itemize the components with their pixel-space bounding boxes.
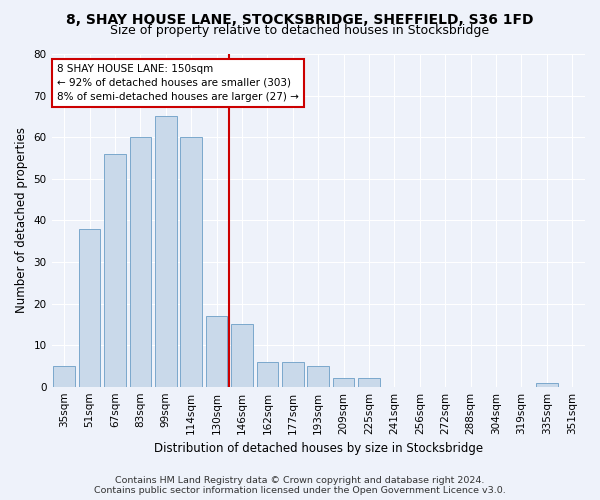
Bar xyxy=(307,366,329,386)
Bar xyxy=(333,378,355,386)
Bar xyxy=(231,324,253,386)
Bar xyxy=(181,137,202,386)
Bar xyxy=(104,154,126,386)
Y-axis label: Number of detached properties: Number of detached properties xyxy=(15,128,28,314)
Bar xyxy=(155,116,176,386)
Text: 8, SHAY HOUSE LANE, STOCKSBRIDGE, SHEFFIELD, S36 1FD: 8, SHAY HOUSE LANE, STOCKSBRIDGE, SHEFFI… xyxy=(66,12,534,26)
Bar xyxy=(53,366,75,386)
X-axis label: Distribution of detached houses by size in Stocksbridge: Distribution of detached houses by size … xyxy=(154,442,483,455)
Text: Contains public sector information licensed under the Open Government Licence v3: Contains public sector information licen… xyxy=(94,486,506,495)
Bar xyxy=(79,228,100,386)
Text: 8 SHAY HOUSE LANE: 150sqm
← 92% of detached houses are smaller (303)
8% of semi-: 8 SHAY HOUSE LANE: 150sqm ← 92% of detac… xyxy=(57,64,299,102)
Bar xyxy=(536,382,557,386)
Text: Contains HM Land Registry data © Crown copyright and database right 2024.: Contains HM Land Registry data © Crown c… xyxy=(115,476,485,485)
Bar xyxy=(206,316,227,386)
Text: Size of property relative to detached houses in Stocksbridge: Size of property relative to detached ho… xyxy=(110,24,490,37)
Bar xyxy=(358,378,380,386)
Bar xyxy=(130,137,151,386)
Bar xyxy=(257,362,278,386)
Bar xyxy=(282,362,304,386)
